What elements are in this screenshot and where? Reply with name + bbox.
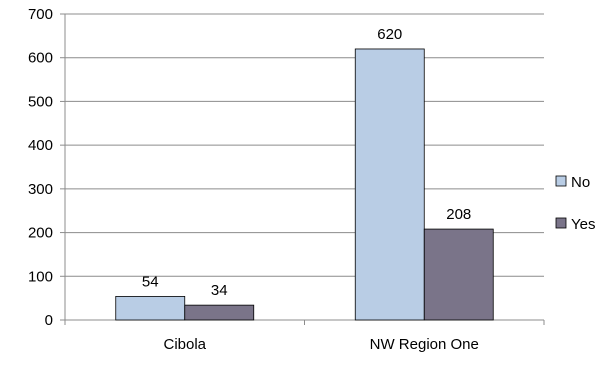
data-label: 54 bbox=[142, 273, 159, 290]
y-tick-label: 0 bbox=[45, 312, 53, 329]
bar-yes-nw-region-one bbox=[423, 228, 494, 321]
y-tick-label: 500 bbox=[28, 93, 53, 110]
x-category-label: NW Region One bbox=[370, 336, 479, 353]
y-tick-label: 200 bbox=[28, 225, 53, 242]
legend-label-no: No bbox=[571, 174, 590, 191]
legend-swatch-yes bbox=[555, 217, 567, 229]
y-tick-label: 300 bbox=[28, 181, 53, 198]
legend-swatch-no bbox=[555, 175, 567, 187]
y-tick-label: 600 bbox=[28, 50, 53, 67]
legend-label-yes: Yes bbox=[571, 216, 595, 233]
data-label: 34 bbox=[211, 282, 228, 299]
bar-yes-cibola bbox=[184, 304, 255, 321]
bar-no-cibola bbox=[115, 295, 186, 321]
y-tick-label: 400 bbox=[28, 137, 53, 154]
y-tick-label: 700 bbox=[28, 6, 53, 23]
y-tick-label: 100 bbox=[28, 268, 53, 285]
x-category-label: Cibola bbox=[163, 336, 206, 353]
data-label: 620 bbox=[377, 26, 402, 43]
data-label: 208 bbox=[446, 206, 471, 223]
bar-no-nw-region-one bbox=[354, 48, 425, 321]
